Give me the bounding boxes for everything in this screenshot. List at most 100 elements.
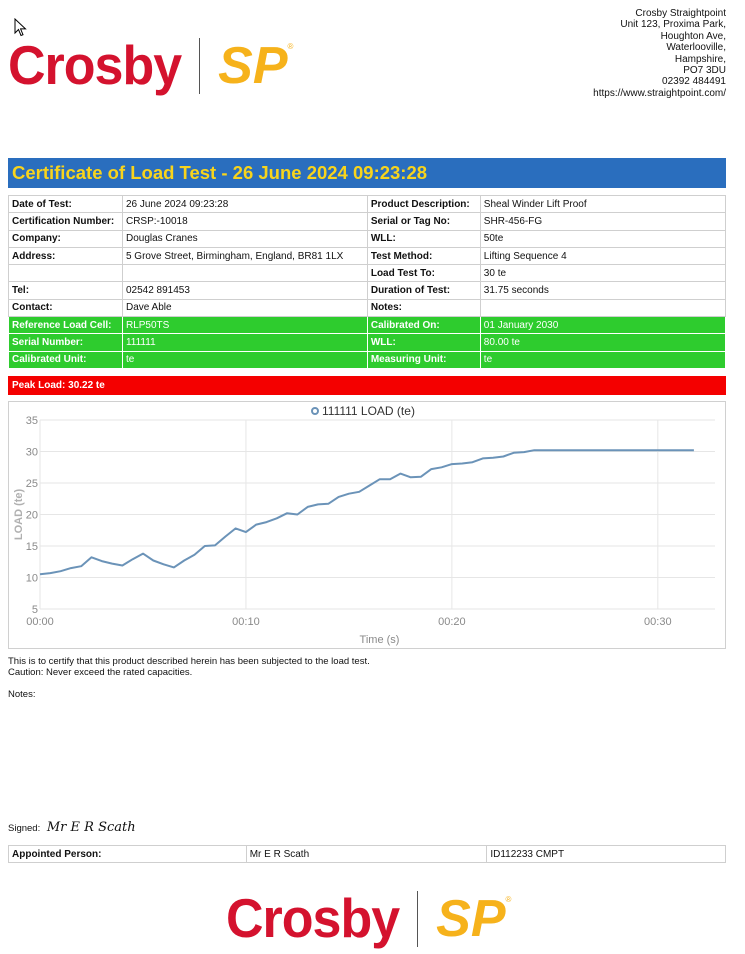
company-address: Crosby Straightpoint Unit 123, Proxima P… [593, 8, 726, 99]
table-cell-label: Company: [8, 229, 123, 248]
notes-label: Notes: [8, 689, 36, 700]
x-tick-label: 00:20 [438, 616, 466, 628]
table-cell-label: Serial Number: [8, 333, 123, 352]
table-cell-value [121, 264, 368, 283]
table-row: Load Test To: 30 te [8, 264, 727, 283]
table-row: Company: Douglas Cranes WLL: 50te [8, 229, 727, 248]
x-tick-label: 00:00 [26, 616, 54, 628]
address-line: Hampshire, [674, 53, 726, 65]
certification-statement: This is to certify that this product des… [8, 656, 370, 678]
table-cell-label: Notes: [366, 298, 481, 318]
address-line: Houghton Ave, [660, 30, 726, 42]
table-cell-value: 30 te [479, 264, 727, 283]
certify-text: This is to certify that this product des… [8, 656, 370, 667]
table-cell-value [479, 298, 727, 318]
load-chart-svg: 5 10 15 20 25 30 35 00:00 00:10 00:20 00:30 Time (s… [13, 404, 715, 646]
table-cell-label: Measuring Unit: [366, 350, 481, 369]
table-cell-value: Douglas Cranes [121, 229, 368, 248]
peak-load-text: Peak Load: 30.22 te [12, 380, 105, 391]
appointed-name: Mr E R Scath [245, 845, 488, 863]
y-tick-label: 25 [26, 478, 38, 490]
y-tick-label: 10 [26, 573, 38, 585]
table-cell-value: SHR-456-FG [479, 212, 727, 231]
crosby-logo-text: Crosby [8, 35, 182, 97]
y-tick-label: 20 [26, 510, 38, 522]
table-cell-label: WLL: [366, 333, 481, 352]
table-row: Contact: Dave Able Notes: [8, 298, 727, 318]
x-axis-label: Time (s) [360, 634, 400, 646]
sp-logo-text: SP [218, 37, 288, 95]
table-cell-value: 31.75 seconds [479, 281, 727, 300]
peak-load-bar: Peak Load: 30.22 te [8, 376, 726, 395]
table-cell-label: Serial or Tag No: [366, 212, 481, 231]
test-details-table: Date of Test: 26 June 2024 09:23:28 Produc… [8, 194, 727, 369]
table-cell-label: Contact: [8, 298, 123, 318]
table-cell-value: 111111 [121, 333, 368, 352]
address-line: PO7 3DU [683, 65, 726, 77]
address-line: Unit 123, Proxima Park, [620, 19, 726, 31]
table-cell-value: Dave Able [121, 298, 368, 318]
table-cell-label: Certification Number: [8, 212, 123, 231]
x-tick-label: 00:30 [644, 616, 672, 628]
caution-text: Caution: Never exceed the rated capaciti… [8, 667, 193, 678]
table-cell-label: Tel: [8, 281, 123, 300]
y-tick-label: 30 [26, 447, 38, 459]
table-cell-value: 01 January 2030 [479, 316, 727, 335]
table-cell-label: Calibrated Unit: [8, 350, 123, 369]
appointed-label: Appointed Person: [8, 845, 247, 863]
certificate-title-bar: Certificate of Load Test - 26 June 2024 … [8, 158, 726, 188]
signature-line: Signed: Mr E R Scath [8, 820, 136, 835]
address-line: Crosby Straightpoint [635, 8, 726, 19]
table-row: Date of Test: 26 June 2024 09:23:28 Produc… [8, 194, 727, 214]
registered-mark: ® [505, 895, 512, 904]
y-axis-label: LOAD (te) [13, 489, 25, 541]
table-cell-label: Test Method: [366, 246, 481, 266]
table-row: Reference Load Cell: RLP50TS Calibrated On… [8, 316, 727, 335]
y-tick-label: 35 [26, 415, 38, 427]
table-row: Serial Number: 111111 WLL: 80.00 te [8, 333, 727, 352]
table-cell-label: Duration of Test: [366, 281, 481, 300]
x-tick-label: 00:10 [232, 616, 260, 628]
table-row: Appointed Person: Mr E R Scath ID112233 … [8, 845, 726, 863]
table-cell-label: Load Test To: [366, 264, 481, 283]
table-cell-value: Sheal Winder Lift Proof [479, 194, 727, 214]
mouse-cursor-icon [14, 18, 27, 37]
logo-divider [417, 891, 419, 947]
signed-label: Signed: [8, 823, 41, 834]
table-row: Certification Number: CRSP:-10018 Serial o… [8, 212, 727, 231]
table-cell-value: te [479, 350, 727, 369]
table-cell-label: Date of Test: [8, 194, 123, 214]
table-cell-value: CRSP:-10018 [121, 212, 368, 231]
table-cell-value: 02542 891453 [121, 281, 368, 300]
table-cell-label: WLL: [366, 229, 481, 248]
table-row: Tel: 02542 891453 Duration of Test: 31.75 s… [8, 281, 727, 300]
table-cell-label: Calibrated On: [366, 316, 481, 335]
table-cell-value: 5 Grove Street, Birmingham, England, BR8… [121, 246, 368, 266]
table-cell-value: 50te [479, 229, 727, 248]
table-row: Calibrated Unit: te Measuring Unit: te [8, 350, 727, 369]
address-phone: 02392 484491 [662, 76, 726, 88]
load-chart: 5 10 15 20 25 30 35 00:00 00:10 00:20 00:30 Time (s… [8, 401, 726, 649]
table-cell-value: te [121, 350, 368, 369]
table-cell-value: 80.00 te [479, 333, 727, 352]
header-logo: Crosby SP ® [8, 38, 293, 94]
crosby-logo-text: Crosby [226, 888, 400, 950]
appointed-person-table: Appointed Person: Mr E R Scath ID112233 … [8, 845, 726, 863]
logo-divider [199, 38, 201, 94]
footer-logo: Crosby SP ® [226, 891, 511, 947]
address-line: Waterlooville, [666, 42, 726, 54]
table-cell-value: 26 June 2024 09:23:28 [121, 194, 368, 214]
table-cell-value: RLP50TS [121, 316, 368, 335]
table-cell-label: Address: [8, 246, 123, 266]
certificate-title: Certificate of Load Test - 26 June 2024 … [12, 162, 428, 183]
legend-marker [311, 407, 319, 415]
table-cell-label: Reference Load Cell: [8, 316, 123, 335]
appointed-id: ID112233 CMPT [486, 845, 726, 863]
sp-logo-text: SP [436, 890, 506, 948]
series-line [39, 449, 694, 576]
table-row: Address: 5 Grove Street, Birmingham, Engl… [8, 246, 727, 266]
registered-mark: ® [287, 42, 294, 51]
table-cell-label [8, 264, 123, 283]
address-website-link[interactable]: https://www.straightpoint.com/ [593, 87, 726, 99]
legend-label: 111111 LOAD (te) [322, 404, 415, 418]
